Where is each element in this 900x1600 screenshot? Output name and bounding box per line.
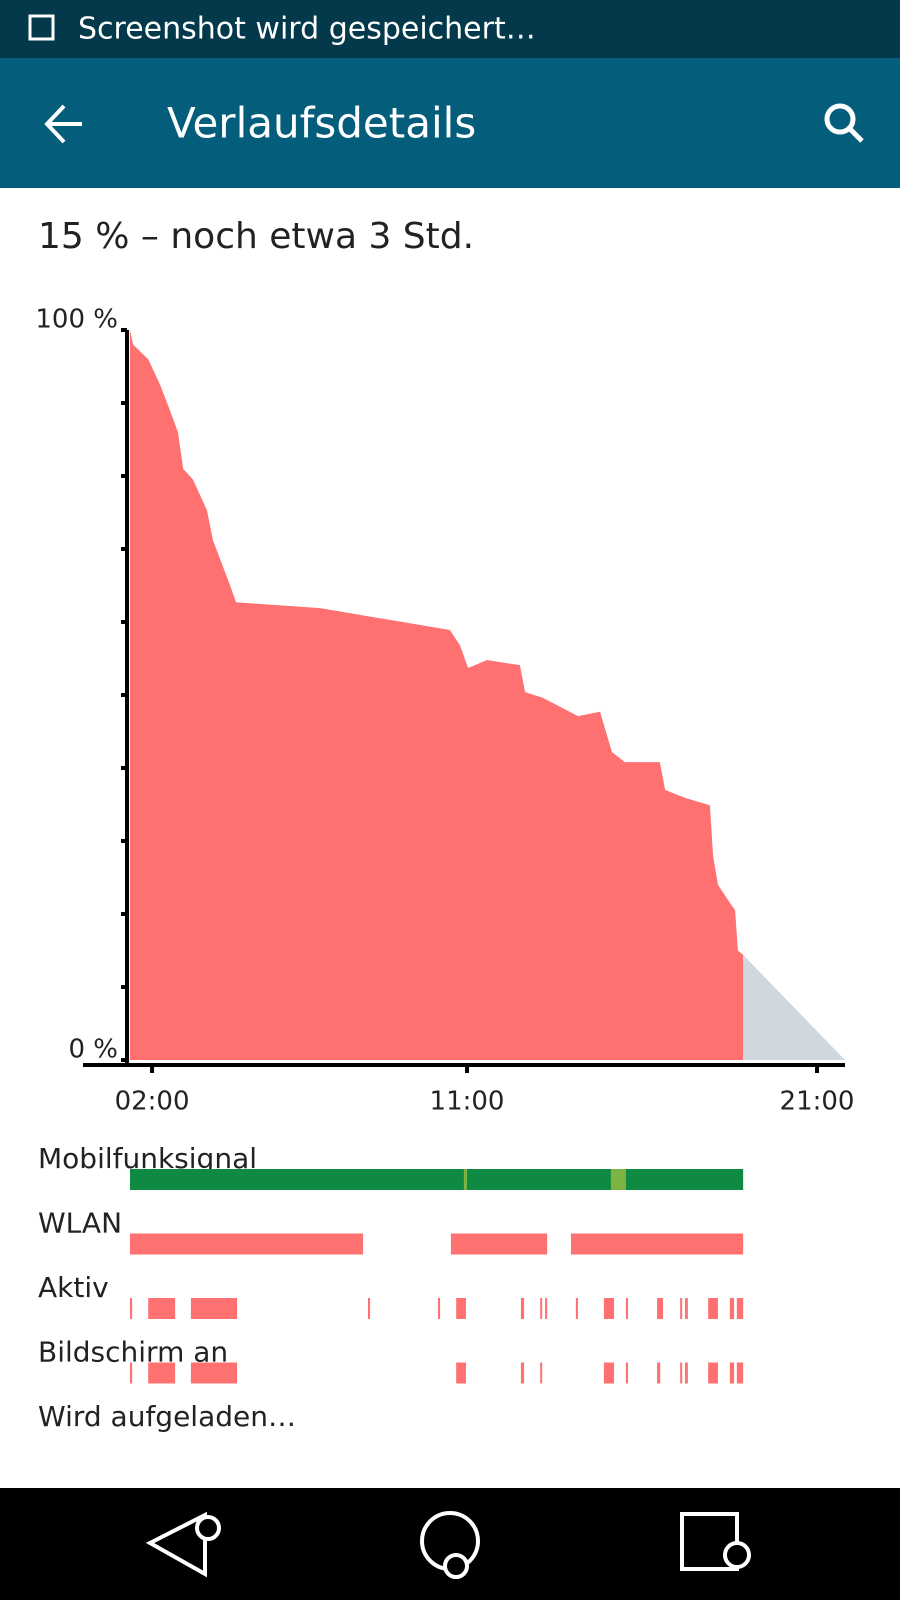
- track-segment: [729, 1362, 735, 1384]
- track-segment: [685, 1362, 688, 1384]
- nav-back[interactable]: [145, 1511, 221, 1578]
- track-segment: [148, 1362, 176, 1384]
- x-tick-label: 02:00: [115, 1087, 190, 1117]
- track-segment: [520, 1362, 525, 1384]
- track-segment: [575, 1298, 578, 1319]
- track-segment: [708, 1362, 718, 1384]
- track-segment: [450, 1233, 548, 1255]
- y-tick-label: 100 %: [35, 305, 118, 335]
- track-segment: [456, 1362, 466, 1384]
- track-segment: [456, 1298, 466, 1319]
- track-segment: [657, 1298, 664, 1319]
- track-segment: [657, 1362, 661, 1384]
- track-label: Aktiv: [38, 1271, 109, 1304]
- status-icon: [28, 14, 55, 41]
- x-tick-label: 21:00: [780, 1087, 855, 1117]
- nav-bar: [0, 1488, 900, 1600]
- track-segment: [520, 1298, 525, 1319]
- track-label: Wird aufgeladen…: [38, 1400, 296, 1433]
- track-segment: [545, 1298, 548, 1319]
- search-button[interactable]: [824, 103, 864, 143]
- back-button[interactable]: [44, 104, 82, 144]
- track-highlight: [463, 1169, 468, 1190]
- summary: 15 % – noch etwa 3 Std.: [38, 216, 474, 257]
- track-segment: [130, 1298, 133, 1319]
- track-segment: [680, 1362, 683, 1384]
- track-segment: [130, 1362, 133, 1384]
- track-segment: [570, 1233, 744, 1255]
- track-segment: [708, 1298, 718, 1319]
- track-segment: [148, 1298, 176, 1319]
- battery-area: [130, 330, 744, 1060]
- battery-chart: 0 %100 %02:00 11:00 21:00MobilfunksignalWL…: [35, 305, 854, 1434]
- track-segment: [603, 1298, 615, 1319]
- track-segment: [685, 1298, 688, 1319]
- track-highlight: [610, 1169, 626, 1190]
- track-label: WLAN: [38, 1207, 122, 1240]
- track-segment: [736, 1298, 744, 1319]
- track-segment: [680, 1298, 683, 1319]
- track-segment: [190, 1362, 238, 1384]
- track-segment: [736, 1362, 744, 1384]
- app-title: Verlaufsdetails: [167, 99, 476, 148]
- app-bar: [0, 58, 900, 188]
- forecast-area: [743, 954, 845, 1060]
- track-segment: [625, 1298, 629, 1319]
- track-segment: [540, 1298, 543, 1319]
- track-segment: [130, 1233, 364, 1255]
- track-segment: [367, 1298, 371, 1319]
- x-tick-label: 11:00: [430, 1087, 505, 1117]
- track-segment: [603, 1362, 615, 1384]
- track-segment: [437, 1298, 441, 1319]
- y-tick-label: 0 %: [68, 1035, 118, 1065]
- status-text: Screenshot wird gespeichert…: [78, 12, 536, 47]
- status-bar: [0, 0, 900, 58]
- track-segment: [190, 1298, 238, 1319]
- nav-recents[interactable]: [680, 1512, 751, 1571]
- track-segment: [130, 1169, 744, 1190]
- nav-home[interactable]: [420, 1511, 480, 1579]
- track-segment: [625, 1362, 629, 1384]
- track-segment: [540, 1362, 543, 1384]
- track-segment: [729, 1298, 735, 1319]
